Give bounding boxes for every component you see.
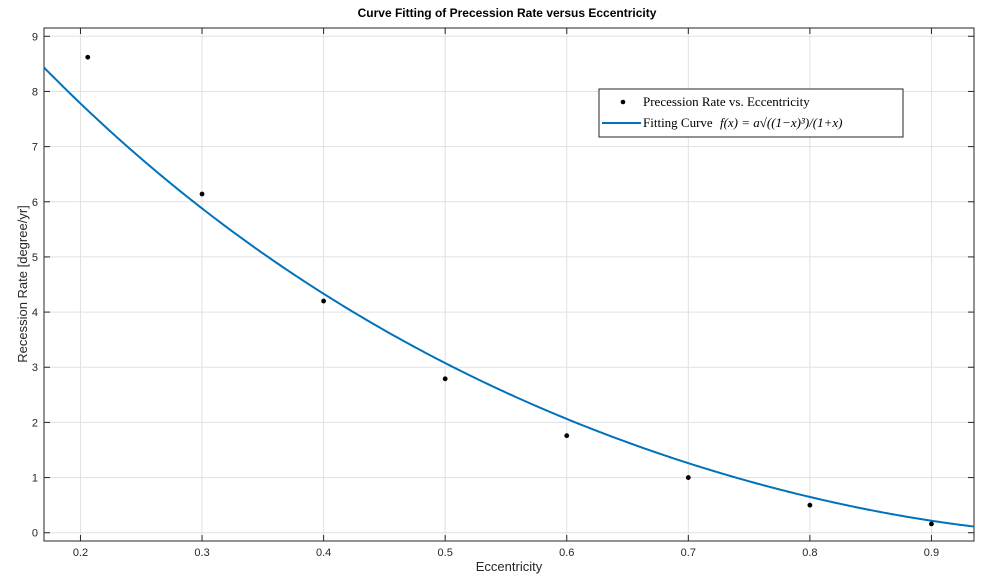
data-point — [85, 54, 91, 60]
plot-area — [43, 27, 975, 542]
data-point — [807, 502, 813, 508]
data-point — [321, 298, 327, 304]
x-tick-label: 0.6 — [559, 547, 574, 559]
x-tick-label: 0.5 — [438, 547, 453, 559]
y-tick-label: 7 — [32, 142, 38, 154]
legend-label-curve: Fitting Curve f(x) = a√((1−x)³)/(1+x) — [643, 115, 842, 130]
x-axis: 0.2 0.3 0.4 0.5 0.6 0.7 0.8 0.9 — [73, 28, 939, 559]
y-tick-label: 6 — [32, 197, 38, 209]
x-tick-label: 0.2 — [73, 547, 88, 559]
legend-box — [598, 88, 904, 138]
x-tick-label: 0.9 — [924, 547, 939, 559]
y-tick-label: 5 — [32, 252, 38, 264]
x-axis-label: Eccentricity — [476, 559, 543, 574]
y-tick-label: 4 — [32, 307, 38, 319]
chart-title: Curve Fitting of Precession Rate versus … — [358, 6, 657, 20]
y-axis: 0 1 2 3 4 5 6 7 8 9 — [32, 31, 974, 540]
legend: Precession Rate vs. Eccentricity Fitting… — [598, 88, 904, 138]
fit-curve — [43, 66, 975, 528]
y-tick-label: 1 — [32, 473, 38, 485]
data-point — [564, 433, 570, 439]
x-tick-label: 0.4 — [316, 547, 331, 559]
curve-layer — [43, 66, 975, 528]
legend-curve-name: Fitting Curve — [643, 115, 713, 130]
x-tick-label: 0.7 — [681, 547, 696, 559]
legend-marker-points — [620, 99, 626, 105]
data-point — [685, 475, 691, 480]
y-tick-label: 3 — [32, 362, 38, 374]
y-axis-label: Recession Rate [degree/yr] — [15, 205, 30, 363]
legend-curve-formula: f(x) = a√((1−x)³)/(1+x) — [720, 115, 843, 130]
data-point — [199, 191, 205, 197]
points-layer — [85, 54, 934, 527]
data-point — [929, 521, 934, 527]
y-tick-label: 9 — [32, 31, 38, 43]
data-point — [442, 376, 448, 382]
x-tick-label: 0.3 — [194, 547, 209, 559]
x-tick-label: 0.8 — [802, 547, 817, 559]
y-tick-label: 2 — [32, 417, 38, 429]
legend-label-points: Precession Rate vs. Eccentricity — [643, 94, 810, 109]
y-tick-label: 0 — [32, 528, 38, 540]
y-tick-label: 8 — [32, 86, 38, 98]
